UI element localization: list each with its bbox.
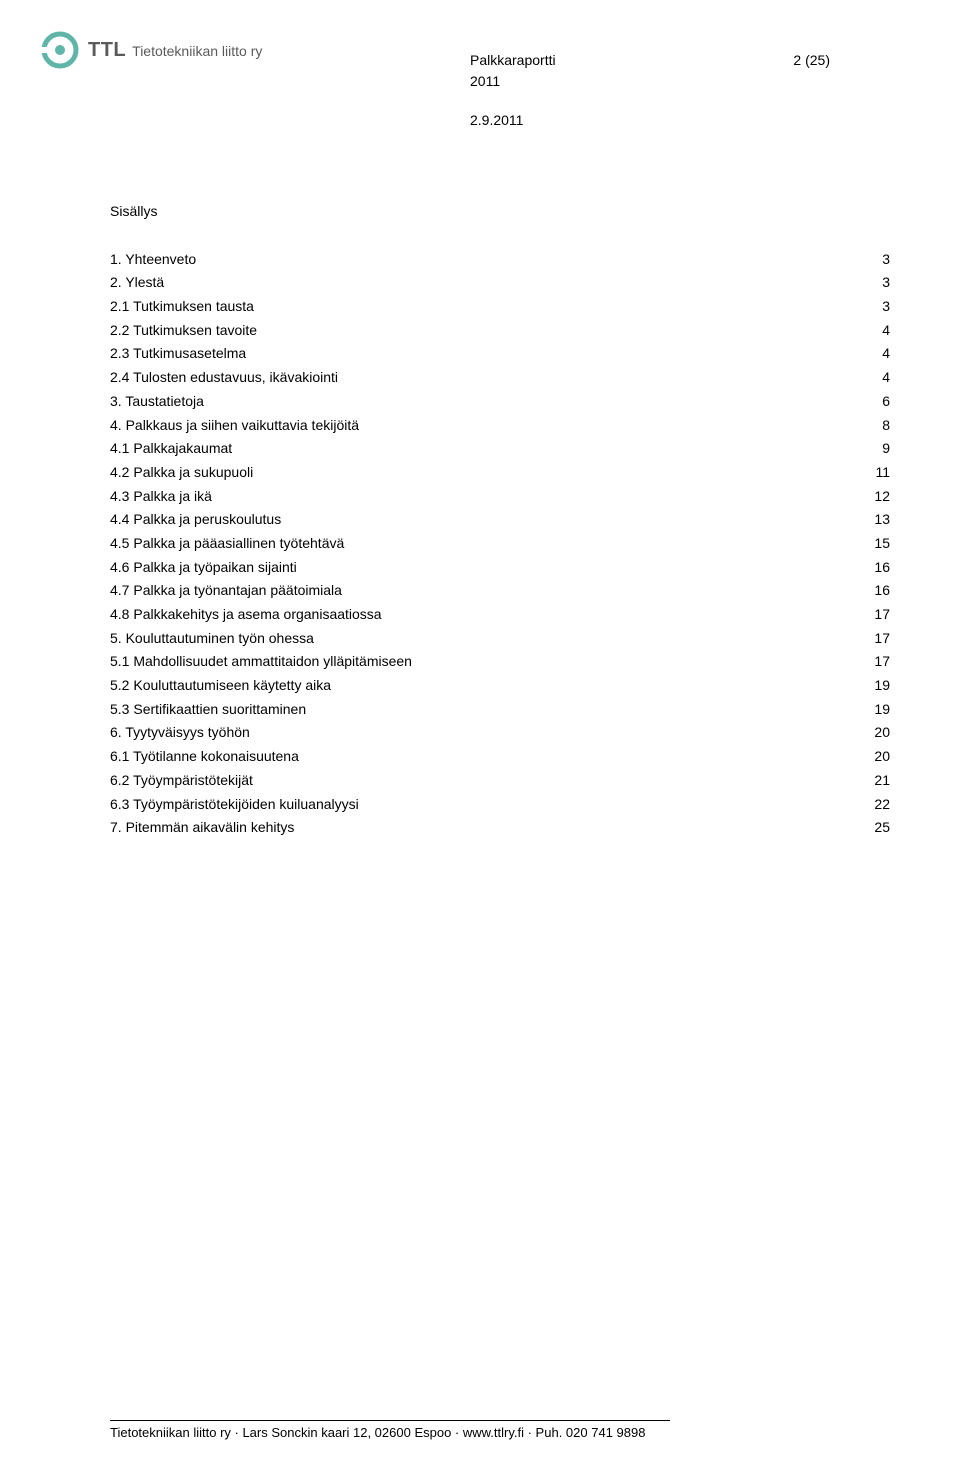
- toc-entry-page: 3: [882, 272, 890, 294]
- toc-entry: 7. Pitemmän aikavälin kehitys 25: [110, 817, 890, 839]
- doc-year: 2011: [470, 71, 890, 92]
- toc-entry-label: 2. Ylestä: [110, 272, 164, 294]
- toc-entry-page: 22: [874, 794, 890, 816]
- toc-entry-label: 6.1 Työtilanne kokonaisuutena: [110, 746, 299, 768]
- toc-entry: 4.6 Palkka ja työpaikan sijainti 16: [110, 557, 890, 579]
- toc-entry: 4.1 Palkkajakaumat 9: [110, 438, 890, 460]
- toc-entry: 5.2 Kouluttautumiseen käytetty aika 19: [110, 675, 890, 697]
- toc-entry: 4.3 Palkka ja ikä 12: [110, 486, 890, 508]
- toc-entry: 2.3 Tutkimusasetelma 4: [110, 343, 890, 365]
- toc-heading: Sisällys: [110, 201, 890, 223]
- toc-entry-page: 20: [874, 746, 890, 768]
- toc-entry: 2.4 Tulosten edustavuus, ikävakiointi 4: [110, 367, 890, 389]
- toc-entry-label: 4.3 Palkka ja ikä: [110, 486, 212, 508]
- doc-date: 2.9.2011: [470, 110, 890, 131]
- toc-entry: 4. Palkkaus ja siihen vaikuttavia tekijö…: [110, 415, 890, 437]
- logo-text: TTL Tietotekniikan liitto ry: [88, 39, 262, 62]
- toc-entry: 6.3 Työympäristötekijöiden kuiluanalyysi…: [110, 794, 890, 816]
- toc-entry-label: 4.2 Palkka ja sukupuoli: [110, 462, 253, 484]
- toc-entry-label: 2.4 Tulosten edustavuus, ikävakiointi: [110, 367, 338, 389]
- page-indicator: 2 (25): [793, 50, 830, 71]
- toc-entry-label: 5.3 Sertifikaattien suorittaminen: [110, 699, 306, 721]
- toc-entry-page: 6: [882, 391, 890, 413]
- toc-entry-page: 8: [882, 415, 890, 437]
- toc-entry-label: 3. Taustatietoja: [110, 391, 204, 413]
- toc-entry: 1. Yhteenveto 3: [110, 249, 890, 271]
- toc-entry-page: 17: [874, 651, 890, 673]
- toc-entry-page: 4: [882, 320, 890, 342]
- toc-entry: 6.1 Työtilanne kokonaisuutena 20: [110, 746, 890, 768]
- toc-entry-label: 2.3 Tutkimusasetelma: [110, 343, 246, 365]
- toc-entry-label: 4.7 Palkka ja työnantajan päätoimiala: [110, 580, 342, 602]
- toc-entry: 5.3 Sertifikaattien suorittaminen 19: [110, 699, 890, 721]
- toc-entry-label: 5.2 Kouluttautumiseen käytetty aika: [110, 675, 331, 697]
- document-page: TTL Tietotekniikan liitto ry Palkkarapor…: [0, 0, 960, 1480]
- toc-entry-label: 1. Yhteenveto: [110, 249, 196, 271]
- toc-entry-label: 5.1 Mahdollisuudet ammattitaidon ylläpit…: [110, 651, 412, 673]
- toc-entry-page: 19: [874, 675, 890, 697]
- toc-entry: 5.1 Mahdollisuudet ammattitaidon ylläpit…: [110, 651, 890, 673]
- toc-entry-label: 4.1 Palkkajakaumat: [110, 438, 232, 460]
- table-of-contents: 1. Yhteenveto 32. Ylestä 32.1 Tutkimukse…: [110, 249, 890, 839]
- toc-entry-label: 7. Pitemmän aikavälin kehitys: [110, 817, 294, 839]
- document-header: Palkkaraportti 2 (25) 2011 2.9.2011: [470, 50, 890, 131]
- toc-entry-page: 19: [874, 699, 890, 721]
- toc-entry-label: 4. Palkkaus ja siihen vaikuttavia tekijö…: [110, 415, 359, 437]
- toc-entry-label: 4.8 Palkkakehitys ja asema organisaatios…: [110, 604, 382, 626]
- logo-mark-icon: [40, 30, 80, 70]
- toc-entry-page: 13: [874, 509, 890, 531]
- toc-entry-page: 17: [874, 628, 890, 650]
- toc-entry-page: 15: [874, 533, 890, 555]
- toc-entry: 4.2 Palkka ja sukupuoli 11: [110, 462, 890, 484]
- toc-entry-label: 6.3 Työympäristötekijöiden kuiluanalyysi: [110, 794, 359, 816]
- toc-entry-label: 6. Tyytyväisyys työhön: [110, 722, 250, 744]
- toc-entry-label: 2.2 Tutkimuksen tavoite: [110, 320, 257, 342]
- toc-entry: 4.7 Palkka ja työnantajan päätoimiala 16: [110, 580, 890, 602]
- org-logo: TTL Tietotekniikan liitto ry: [40, 30, 262, 70]
- toc-entry-page: 16: [874, 557, 890, 579]
- toc-entry-page: 12: [874, 486, 890, 508]
- toc-entry-page: 20: [874, 722, 890, 744]
- toc-entry: 4.4 Palkka ja peruskoulutus 13: [110, 509, 890, 531]
- toc-entry: 2. Ylestä 3: [110, 272, 890, 294]
- toc-entry: 6.2 Työympäristötekijät 21: [110, 770, 890, 792]
- toc-entry-label: 4.6 Palkka ja työpaikan sijainti: [110, 557, 297, 579]
- toc-entry-page: 4: [882, 367, 890, 389]
- document-footer: Tietotekniikan liitto ry · Lars Sonckin …: [110, 1420, 890, 1440]
- toc-entry-page: 4: [882, 343, 890, 365]
- content-area: Sisällys 1. Yhteenveto 32. Ylestä 32.1 T…: [110, 201, 890, 839]
- toc-entry-page: 21: [874, 770, 890, 792]
- toc-entry: 2.1 Tutkimuksen tausta 3: [110, 296, 890, 318]
- logo-abbrev: TTL: [88, 39, 126, 62]
- footer-divider: [110, 1420, 670, 1421]
- toc-entry: 6. Tyytyväisyys työhön 20: [110, 722, 890, 744]
- toc-entry: 2.2 Tutkimuksen tavoite 4: [110, 320, 890, 342]
- toc-entry: 4.8 Palkkakehitys ja asema organisaatios…: [110, 604, 890, 626]
- toc-entry: 5. Kouluttautuminen työn ohessa 17: [110, 628, 890, 650]
- toc-entry-label: 4.4 Palkka ja peruskoulutus: [110, 509, 281, 531]
- toc-entry-page: 9: [882, 438, 890, 460]
- toc-entry-label: 4.5 Palkka ja pääasiallinen työtehtävä: [110, 533, 344, 555]
- toc-entry: 4.5 Palkka ja pääasiallinen työtehtävä 1…: [110, 533, 890, 555]
- footer-text: Tietotekniikan liitto ry · Lars Sonckin …: [110, 1425, 890, 1440]
- toc-entry-page: 11: [875, 462, 890, 484]
- toc-entry-label: 6.2 Työympäristötekijät: [110, 770, 253, 792]
- doc-title: Palkkaraportti: [470, 50, 556, 71]
- toc-entry-label: 2.1 Tutkimuksen tausta: [110, 296, 254, 318]
- toc-entry-page: 3: [882, 296, 890, 318]
- toc-entry: 3. Taustatietoja 6: [110, 391, 890, 413]
- logo-full: Tietotekniikan liitto ry: [132, 43, 262, 59]
- toc-entry-page: 17: [874, 604, 890, 626]
- toc-entry-page: 3: [882, 249, 890, 271]
- toc-entry-page: 16: [874, 580, 890, 602]
- toc-entry-page: 25: [874, 817, 890, 839]
- toc-entry-label: 5. Kouluttautuminen työn ohessa: [110, 628, 314, 650]
